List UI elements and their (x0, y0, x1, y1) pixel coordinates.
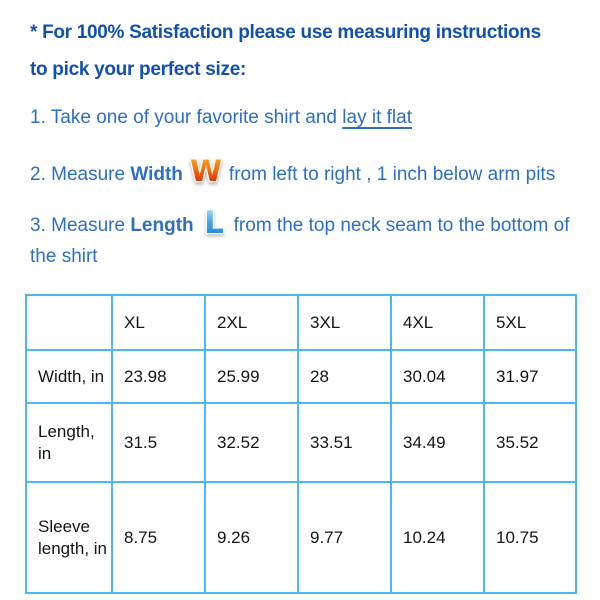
row-label-sleeve-length: Sleeve length, in (25, 481, 113, 594)
table-cell: 31.5 (111, 402, 206, 483)
table-cell: 35.52 (483, 402, 577, 483)
table-cell: 8.75 (111, 481, 206, 594)
svg-text:W: W (190, 154, 222, 188)
heading-line-1: * For 100% Satisfaction please use measu… (30, 22, 541, 43)
table-cell: 30.04 (390, 349, 485, 404)
column-header-4xl: 4XL (390, 294, 485, 351)
table-cell: 23.98 (111, 349, 206, 404)
table-row-width: Width, in 23.98 25.99 28 30.04 31.97 (25, 349, 577, 404)
step-3-wrapped-text: the shirt (30, 246, 98, 267)
step-3-text: 3. Measure (30, 215, 131, 236)
heading-line-2: to pick your perfect size: (30, 59, 247, 80)
width-label: Width (130, 164, 183, 185)
corner-empty-cell (25, 294, 113, 351)
table-cell: 10.24 (390, 481, 485, 594)
row-label-length: Length, in (25, 402, 113, 483)
width-letter-icon: W (190, 152, 222, 188)
table-cell: 34.49 (390, 402, 485, 483)
instruction-step-3: 3. Measure Length L from the top neck se… (30, 203, 576, 273)
table-cell: 9.77 (297, 481, 392, 594)
step-2-text-after-icon: from left to right , 1 inch below arm pi… (228, 164, 556, 185)
length-label: Length (130, 215, 194, 236)
table-cell: 32.52 (204, 402, 299, 483)
satisfaction-heading: * For 100% Satisfaction please use measu… (30, 14, 576, 88)
table-cell: 25.99 (204, 349, 299, 404)
row-label-width: Width, in (25, 349, 113, 404)
svg-text:L: L (204, 205, 224, 241)
column-header-5xl: 5XL (483, 294, 577, 351)
instruction-step-1: 1. Take one of your favorite shirt and l… (30, 105, 576, 131)
instruction-step-2: 2. Measure Width W from left to right , … (30, 152, 576, 188)
column-header-xl: XL (111, 294, 206, 351)
step-2-text: 2. Measure (30, 164, 131, 185)
table-cell: 10.75 (483, 481, 577, 594)
table-cell: 33.51 (297, 402, 392, 483)
table-cell: 28 (297, 349, 392, 404)
table-cell: 31.97 (483, 349, 577, 404)
table-cell: 9.26 (204, 481, 299, 594)
column-header-3xl: 3XL (297, 294, 392, 351)
size-chart-table: XL 2XL 3XL 4XL 5XL Width, in 23.98 25.99… (25, 294, 577, 594)
table-row-length: Length, in 31.5 32.52 33.51 34.49 35.52 (25, 402, 577, 483)
table-header-row: XL 2XL 3XL 4XL 5XL (25, 294, 577, 351)
step-3-text-after-icon: from the top neck seam to the bottom of (233, 215, 570, 236)
length-letter-icon: L (201, 203, 227, 241)
lay-it-flat-underlined-text: lay it flat (342, 107, 412, 128)
column-header-2xl: 2XL (204, 294, 299, 351)
table-row-sleeve-length: Sleeve length, in 8.75 9.26 9.77 10.24 1… (25, 481, 577, 594)
step-1-text: 1. Take one of your favorite shirt and (30, 107, 343, 128)
